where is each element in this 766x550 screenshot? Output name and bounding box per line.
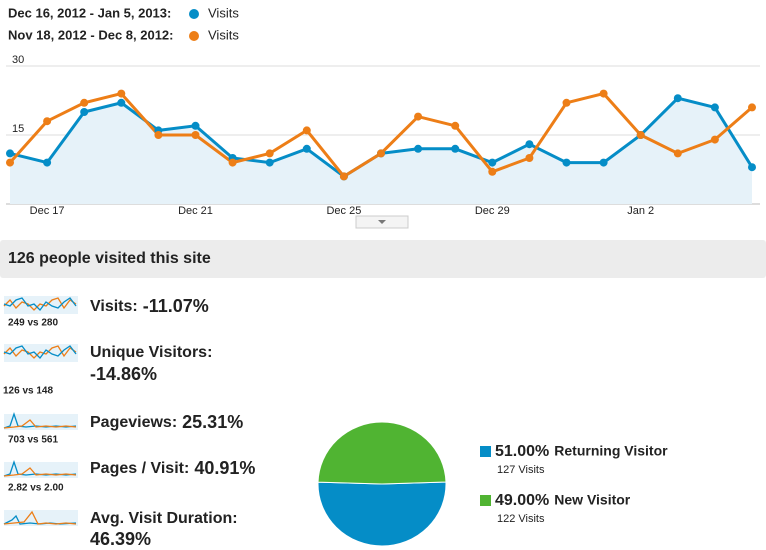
point [191, 131, 200, 139]
point [80, 108, 89, 116]
metric-compare: 126 vs 148 [3, 386, 53, 397]
metric-change: 46.39% [90, 529, 151, 549]
point [377, 149, 385, 158]
point [339, 172, 348, 181]
legend-dot [189, 31, 199, 41]
pie-category: New Visitor [554, 492, 631, 508]
legend-swatch [480, 446, 491, 457]
metric-name: Visits: [90, 298, 138, 315]
point [636, 131, 645, 139]
sparklines [3, 296, 78, 526]
pie-slice [317, 421, 447, 485]
pie-value-label: 51.00% [495, 443, 549, 460]
point [43, 117, 52, 126]
legend-label: Visits [208, 5, 239, 20]
legend-label: Visits [208, 27, 239, 42]
x-tick-label: Dec 21 [178, 205, 213, 217]
point [599, 89, 608, 98]
legend-dot [189, 9, 199, 19]
metric-compare: 2.82 vs 2.00 [8, 483, 64, 494]
point [265, 158, 274, 167]
metric-compare: 249 vs 280 [8, 318, 58, 329]
x-tick-label: Dec 17 [30, 205, 65, 217]
metric-change: 25.31% [182, 412, 243, 432]
handle-arrow [378, 220, 386, 224]
area [10, 98, 752, 204]
pie-value-label: 49.00% [495, 492, 549, 509]
summary-bar [0, 240, 766, 278]
point [414, 144, 423, 153]
point [673, 94, 682, 103]
pie-category: Returning Visitor [554, 443, 668, 459]
metric-name: Pages / Visit: [90, 460, 189, 477]
legend-swatch [480, 495, 491, 506]
point [710, 135, 719, 144]
point [414, 112, 423, 121]
metric-compare: 703 vs 561 [8, 435, 58, 446]
point [6, 149, 14, 158]
point [599, 158, 608, 167]
point [673, 149, 682, 158]
point [748, 103, 756, 112]
point [488, 158, 497, 167]
point [6, 158, 14, 167]
point [562, 98, 571, 107]
point [43, 158, 52, 167]
metric-name: Pageviews: [90, 414, 177, 431]
point [80, 98, 89, 107]
y-tick-label: 15 [12, 123, 24, 135]
metric-name: Unique Visitors: [90, 344, 212, 361]
point [302, 126, 311, 135]
x-tick-label: Jan 2 [627, 205, 654, 217]
point [488, 167, 497, 176]
point [525, 140, 534, 149]
point [451, 121, 460, 130]
pie-slice [317, 481, 447, 547]
x-tick-label: Dec 25 [326, 205, 361, 217]
y-tick-label: 30 [12, 54, 24, 66]
point [117, 89, 126, 98]
point [748, 163, 756, 172]
legend-range: Nov 18, 2012 - Dec 8, 2012: [8, 27, 174, 42]
summary-title: 126 people visited this site [8, 250, 211, 267]
point [710, 103, 719, 112]
legend-range: Dec 16, 2012 - Jan 5, 2013: [8, 5, 171, 20]
point [154, 131, 163, 139]
x-tick-label: Dec 29 [475, 205, 510, 217]
point [562, 158, 571, 167]
point [117, 98, 126, 107]
metric-change: -11.07% [143, 296, 209, 316]
point [451, 144, 460, 153]
point [191, 121, 200, 130]
metric-change: 40.91% [194, 458, 255, 478]
metric-change: -14.86% [90, 364, 157, 384]
pie-count: 122 Visits [497, 513, 545, 525]
point [302, 144, 311, 153]
point [265, 149, 274, 158]
metric-name: Avg. Visit Duration: [90, 510, 238, 527]
pie-count: 127 Visits [497, 464, 545, 476]
point [525, 154, 534, 162]
point [228, 158, 237, 167]
